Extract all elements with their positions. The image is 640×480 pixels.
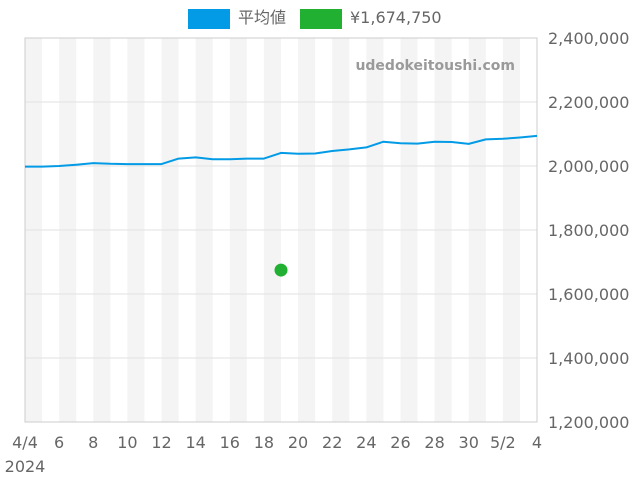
x-tick-label: 20 <box>288 433 308 452</box>
x-tick-label: 22 <box>322 433 342 452</box>
y-tick-label: 1,800,000 <box>548 221 629 240</box>
x-tick-label: 8 <box>88 433 98 452</box>
x-year-label: 2024 <box>5 457 46 476</box>
y-tick-label: 2,000,000 <box>548 157 629 176</box>
x-tick-label: 10 <box>117 433 137 452</box>
x-tick-label: 28 <box>424 433 444 452</box>
series-line-average <box>25 134 538 168</box>
y-tick-label: 1,200,000 <box>548 413 629 432</box>
legend-swatch-price <box>300 9 342 29</box>
y-tick-label: 1,400,000 <box>548 349 629 368</box>
series-point-price[interactable] <box>274 263 288 277</box>
x-tick-label: 12 <box>151 433 171 452</box>
plot-frame <box>24 37 538 423</box>
x-tick-label: 24 <box>356 433 376 452</box>
y-tick-label: 2,200,000 <box>548 93 629 112</box>
y-tick-label: 1,600,000 <box>548 285 629 304</box>
x-tick-label: 18 <box>254 433 274 452</box>
x-tick-label: 26 <box>390 433 410 452</box>
legend-label-average: 平均値 <box>238 8 287 27</box>
x-tick-label: 5/2 <box>490 433 516 452</box>
x-tick-label: 4/4 <box>12 433 38 452</box>
x-tick-label: 6 <box>54 433 64 452</box>
watermark: udedokeitoushi.com <box>355 58 515 74</box>
x-tick-label: 14 <box>185 433 205 452</box>
y-tick-label: 2,400,000 <box>548 29 629 48</box>
legend-swatch-average <box>188 9 230 29</box>
x-tick-label: 4 <box>532 433 542 452</box>
x-tick-label: 16 <box>220 433 240 452</box>
legend-label-price: ¥1,674,750 <box>350 8 442 27</box>
x-tick-label: 30 <box>459 433 479 452</box>
